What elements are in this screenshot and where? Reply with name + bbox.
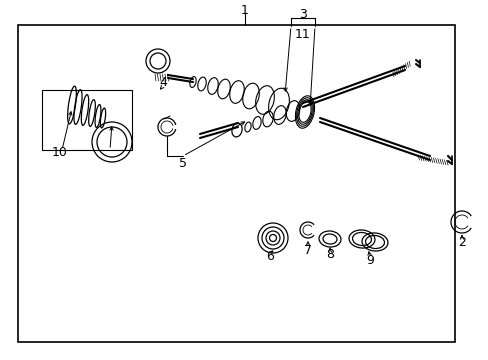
Text: 11: 11: [295, 28, 310, 41]
Text: 10: 10: [52, 147, 68, 159]
Text: 1: 1: [241, 4, 248, 17]
Text: 4: 4: [159, 76, 166, 89]
Bar: [42, 90, 132, 150]
Text: 9: 9: [366, 253, 373, 266]
Text: 5: 5: [179, 157, 186, 171]
Text: 3: 3: [299, 8, 306, 21]
Text: 8: 8: [325, 248, 333, 261]
Text: 2: 2: [457, 235, 465, 248]
Bar: [18, 25, 454, 342]
Text: 6: 6: [265, 251, 273, 264]
Text: 7: 7: [304, 243, 311, 256]
